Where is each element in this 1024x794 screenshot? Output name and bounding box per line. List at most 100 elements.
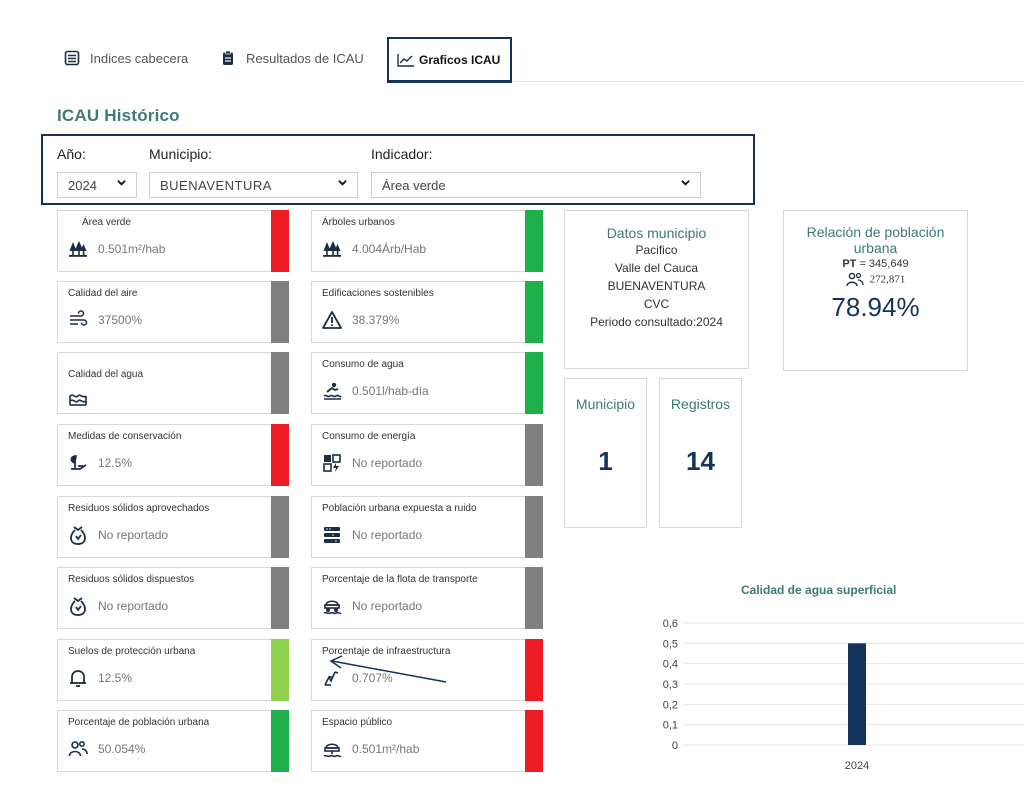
indicator-card[interactable]: Calidad del agua [57,352,289,414]
indicator-value: 0.501m²/hab [352,742,420,756]
indicator-title: Consumo de agua [322,359,404,370]
indicator-card[interactable]: Residuos sólidos aprovechados No reportad… [57,496,289,558]
status-color-bar [525,639,543,701]
indicator-title: Porcentaje de población urbana [68,717,210,728]
indicator-card[interactable]: Espacio público 0.501m²/hab [311,710,543,772]
status-color-bar [525,281,543,343]
bell-icon [68,668,88,688]
status-color-bar [525,352,543,414]
tab-resultados-icau[interactable]: Resultados de ICAU [220,44,364,72]
indicator-value: No reportado [98,528,169,542]
y-tick-label: 0,5 [663,638,678,650]
indicator-value: 12.5% [98,671,133,685]
datos-region: Pacifico [635,243,678,257]
indicator-card[interactable]: Edificaciones sostenibles 38.379% [311,281,543,343]
plant-hand-icon [68,453,88,473]
datos-authority: CVC [643,297,670,311]
indicador-label: Indicador: [371,146,433,162]
indicator-card[interactable]: Porcentaje de población urbana 50.054% [57,710,289,772]
indicator-card[interactable]: Árboles urbanos 4.004Árb/Hab [311,210,543,272]
tab-label: Graficos ICAU [419,52,501,67]
indicator-title: Porcentaje de infraestructura [322,646,451,657]
indicator-card[interactable]: Consumo de energía No reportado [311,424,543,486]
infrastructure-icon [322,668,342,688]
indicator-value: 0.501m²/hab [98,242,166,256]
indicator-title: Porcentaje de la flota de transporte [322,574,478,585]
counter-value: 1 [598,446,613,476]
indicator-title: Área verde [82,217,131,228]
indicator-title: Residuos sólidos dispuestos [68,574,195,585]
tab-label: Indices cabecera [90,50,189,66]
status-color-bar [271,567,289,629]
y-tick-label: 0,3 [663,679,678,691]
counter-label: Municipio [575,396,636,412]
table-list-icon [64,50,80,66]
indicator-card[interactable]: Suelos de protección urbana 12.5% [57,639,289,701]
tab-indices-cabecera[interactable]: Indices cabecera [64,44,188,72]
y-tick-label: 0,6 [663,618,678,630]
status-color-bar [525,210,543,272]
pt-value: = 345,649 [859,258,909,270]
public-space-icon [322,739,342,759]
relacion-poblacion-card: Relación de población urbana PT = 345,64… [783,210,968,371]
municipio-label: Municipio: [149,146,213,162]
energy-grid-icon [322,453,342,473]
year-value: 2024 [68,177,97,193]
tab-graficos-icau[interactable]: Graficos ICAU [387,37,513,83]
indicador-value: Área verde [382,177,446,193]
recycle-bag-icon [68,596,88,616]
year-select[interactable]: 2024 [57,172,137,198]
indicator-card[interactable]: Área verde 0.501m²/hab [57,210,289,272]
people-icon [68,739,88,759]
indicator-card[interactable]: Consumo de agua 0.501l/hab-día [311,352,543,414]
municipio-counter-card: Municipio 1 [564,378,647,528]
indicador-select[interactable]: Área verde [371,172,701,198]
indicator-card[interactable]: Residuos sólidos dispuestos No reportado [57,567,289,629]
indicator-title: Árboles urbanos [322,217,395,228]
indicator-value: 38.379% [352,313,400,327]
status-color-bar [271,352,289,414]
counter-label: Registros [670,396,731,412]
indicator-value: 37500% [98,313,143,327]
indicator-card[interactable]: Medidas de conservación 12.5% [57,424,289,486]
bar [848,643,866,745]
chevron-down-icon [338,180,347,186]
line-chart-icon [397,53,414,67]
transport-icon [322,596,342,616]
y-tick-label: 0,2 [663,699,678,711]
indicator-title: Calidad del aire [68,288,138,299]
registros-counter-card: Registros 14 [659,378,742,528]
indicator-title: Calidad del agua [68,369,144,380]
tab-underline [388,81,1024,82]
indicator-value: 4.004Árb/Hab [352,242,427,256]
indicator-card[interactable]: Calidad del aire 37500% [57,281,289,343]
indicator-card[interactable]: Porcentaje de infraestructura 0.707% [311,639,543,701]
indicator-title: Edificaciones sostenibles [322,288,434,299]
municipio-select[interactable]: BUENAVENTURA [149,172,358,198]
indicator-card[interactable]: Población urbana expuesta a ruido No repo… [311,496,543,558]
indicator-value: No reportado [352,456,423,470]
noise-icon [322,525,342,545]
status-color-bar [525,496,543,558]
chevron-down-icon [681,180,690,186]
filter-panel: Año: 2024 Municipio: BUENAVENTURA Indica… [41,134,755,205]
indicator-title: Consumo de energía [322,431,416,442]
indicator-value: No reportado [98,599,169,613]
status-color-bar [271,496,289,558]
indicator-title: Espacio público [322,717,393,728]
indicator-card[interactable]: Porcentaje de la flota de transporte No r… [311,567,543,629]
page-title: ICAU Histórico [57,106,180,125]
indicator-value: 12.5% [98,456,133,470]
chevron-down-icon [117,180,126,186]
status-color-bar [525,567,543,629]
y-tick-label: 0,4 [663,659,678,671]
clipboard-icon [223,50,233,65]
warning-icon [322,310,342,330]
wind-icon [68,310,88,330]
relacion-title-line2: urbana [853,240,898,256]
indicator-value: 50.054% [98,742,146,756]
trees-icon [68,239,88,259]
counter-value: 14 [686,446,715,476]
datos-period: Periodo consultado:2024 [590,315,723,329]
trees-icon [322,239,342,259]
